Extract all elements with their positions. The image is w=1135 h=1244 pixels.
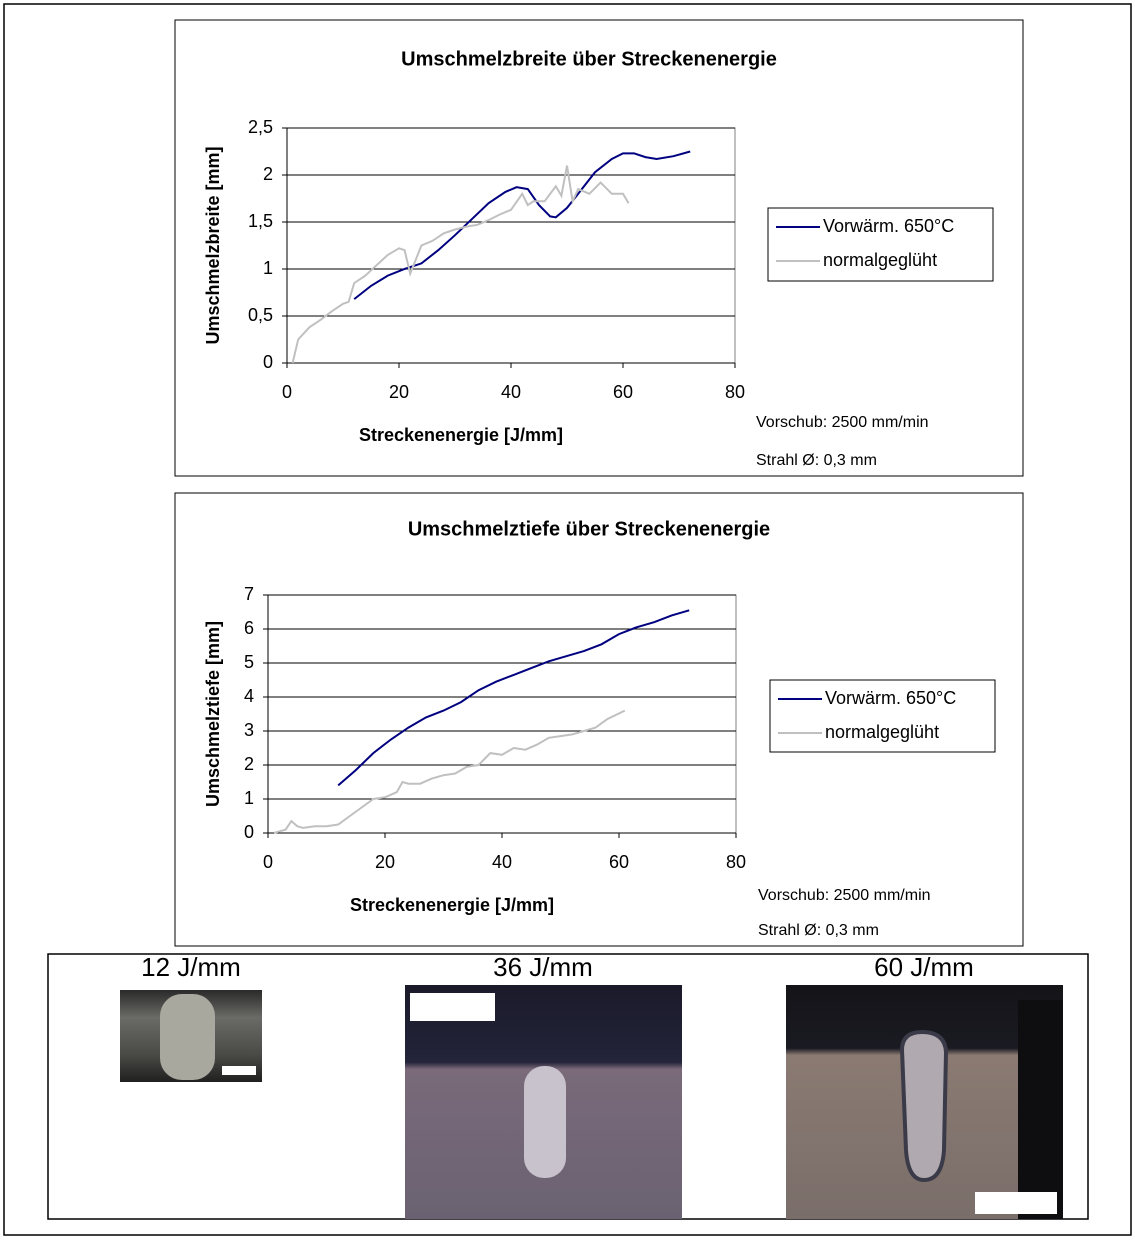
series-line <box>337 609 690 787</box>
y-tick-label: 2,5 <box>248 117 273 137</box>
micrograph-1 <box>120 990 262 1082</box>
micrograph-caption: 36 J/mm <box>493 952 593 982</box>
x-tick-label: 0 <box>282 382 292 402</box>
x-tick-label: 80 <box>726 852 746 872</box>
y-tick-label: 2 <box>244 754 254 774</box>
series-line <box>291 165 630 364</box>
y-tick-label: 1 <box>263 258 273 278</box>
x-tick-label: 80 <box>725 382 745 402</box>
y-tick-label: 4 <box>244 686 254 706</box>
micrograph-caption: 60 J/mm <box>874 952 974 982</box>
y-tick-label: 1 <box>244 788 254 808</box>
y-axis-label: Umschmelztiefe [mm] <box>203 621 223 807</box>
x-tick-label: 40 <box>492 852 512 872</box>
chart-title: Umschmelztiefe über Streckenenergie <box>408 518 770 540</box>
y-tick-label: 6 <box>244 618 254 638</box>
y-tick-label: 0,5 <box>248 305 273 325</box>
annotation: Vorschub: 2500 mm/min <box>758 887 931 904</box>
y-axis-label: Umschmelzbreite [mm] <box>203 146 223 344</box>
series-line <box>353 150 691 300</box>
legend-frame <box>769 679 996 753</box>
x-tick-label: 60 <box>609 852 629 872</box>
legend-label: Vorwärm. 650°C <box>825 688 956 708</box>
legend-label: Vorwärm. 650°C <box>823 216 954 236</box>
x-axis-label: Streckenenergie [J/mm] <box>350 895 554 915</box>
x-tick-label: 60 <box>613 382 633 402</box>
x-tick-label: 0 <box>263 852 273 872</box>
legend-frame <box>767 207 994 282</box>
annotation: Vorschub: 2500 mm/min <box>756 414 929 431</box>
micrograph-3 <box>786 985 1063 1219</box>
micrograph-caption: 12 J/mm <box>141 952 241 982</box>
legend-label: normalgeglüht <box>823 250 937 270</box>
x-tick-label: 20 <box>389 382 409 402</box>
annotation: Strahl Ø: 0,3 mm <box>758 922 879 939</box>
x-tick-label: 40 <box>501 382 521 402</box>
y-tick-label: 5 <box>244 652 254 672</box>
annotation: Strahl Ø: 0,3 mm <box>756 452 877 469</box>
y-tick-label: 0 <box>244 822 254 842</box>
x-tick-label: 20 <box>375 852 395 872</box>
y-tick-label: 3 <box>244 720 254 740</box>
series-line <box>273 709 626 834</box>
micrograph-2 <box>405 985 682 1219</box>
y-tick-label: 1,5 <box>248 211 273 231</box>
y-tick-label: 0 <box>263 352 273 372</box>
y-tick-label: 7 <box>244 584 254 604</box>
x-axis-label: Streckenenergie [J/mm] <box>359 425 563 445</box>
chart-title: Umschmelzbreite über Streckenenergie <box>401 48 777 70</box>
legend-label: normalgeglüht <box>825 722 939 742</box>
y-tick-label: 2 <box>263 164 273 184</box>
